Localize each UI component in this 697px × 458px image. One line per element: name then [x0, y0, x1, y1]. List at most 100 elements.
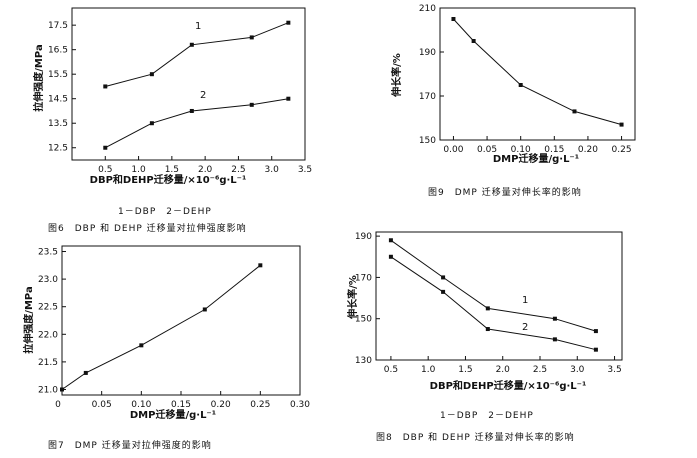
fig9-series-DMP-point — [471, 39, 476, 43]
fig6-series-2-point — [189, 108, 194, 113]
fig8-series-1-label: 1 — [522, 295, 528, 306]
fig6-legend-note: 1－DBP 2－DEHP — [118, 207, 212, 217]
fig8-x-tick-label: 0.5 — [384, 365, 398, 375]
fig9-x-tick-label: 0.10 — [511, 145, 531, 155]
fig6-x-tick-label: 1.5 — [165, 165, 179, 175]
fig6-series-2-point — [249, 102, 254, 107]
fig9-x-tick-label: 0.05 — [477, 145, 497, 155]
fig6-series-2-line — [105, 98, 289, 149]
fig7-x-tick-label: 0.20 — [211, 400, 231, 410]
fig7-y-tick-label: 23.0 — [38, 275, 58, 285]
fig7-y-tick-label: 22.5 — [38, 303, 58, 313]
fig9-x-tick-label: 0.15 — [544, 145, 564, 155]
fig6-series-1-point — [249, 35, 254, 40]
fig9-series-DMP-point — [451, 17, 456, 21]
fig6-series-1-point — [286, 20, 291, 25]
fig6-caption: 图6 DBP 和 DEHP 迁移量对拉伸强度影响 — [48, 222, 247, 234]
fig8-x-tick-label: 2.5 — [533, 365, 547, 375]
fig7-y-tick-label: 21.0 — [38, 385, 58, 395]
fig9-series-DMP-line — [453, 18, 622, 126]
fig9-series-DMP-point — [619, 122, 624, 127]
fig7-y-tick-label: 23.5 — [38, 248, 58, 258]
fig7-x-axis-label: DMP迁移量/g·L⁻¹ — [130, 408, 216, 421]
fig6-series-2-point — [149, 121, 154, 126]
fig6-y-tick-label: 17.5 — [48, 21, 68, 31]
fig6-series-1-line — [105, 22, 289, 87]
fig6-x-tick-label: 0.5 — [98, 165, 112, 175]
fig9-y-tick-label: 210 — [419, 4, 436, 14]
fig7-y-axis-label: 拉伸强度/MPa — [22, 286, 35, 353]
fig8-series-2-point — [441, 289, 446, 294]
fig6-series-2-label: 2 — [200, 90, 206, 101]
fig8-y-tick-label: 190 — [355, 232, 372, 242]
fig7-x-tick-label: 0.10 — [131, 400, 151, 410]
fig8-series-2-point — [485, 327, 490, 332]
fig9-x-tick-label: 0.20 — [578, 145, 598, 155]
fig6-x-tick-label: 3.0 — [265, 165, 280, 175]
fig8-y-tick-label: 150 — [355, 315, 372, 325]
fig6-y-tick-label: 12.5 — [48, 144, 68, 154]
fig6-y-tick-label: 15.5 — [48, 70, 68, 80]
fig6-y-axis-label: 拉伸强度/MPa — [32, 44, 45, 111]
fig6-x-tick-label: 2.0 — [198, 165, 213, 175]
fig7-x-tick-label: 0.15 — [171, 400, 191, 410]
fig7-x-origin-label: 0 — [55, 400, 61, 410]
fig8-y-tick-label: 170 — [355, 273, 372, 283]
fig7-series-DMP-point — [60, 387, 64, 392]
fig6-series-1-point — [103, 84, 108, 89]
fig8-series-1-point — [441, 275, 446, 280]
fig6-x-tick-label: 3.5 — [298, 165, 312, 175]
fig7-series-DMP-point — [258, 263, 263, 268]
fig8-x-tick-label: 1.0 — [421, 365, 436, 375]
fig6-x-tick-label: 1.0 — [131, 165, 146, 175]
fig6-y-tick-label: 16.5 — [48, 46, 68, 56]
fig8-x-tick-label: 1.5 — [458, 365, 472, 375]
fig9-series-DMP-point — [572, 109, 577, 114]
fig8-x-tick-label: 2.0 — [496, 365, 511, 375]
fig8-series-1-point — [593, 329, 598, 334]
fig8-series-1-point — [388, 238, 393, 243]
fig6-series-1-point — [189, 42, 194, 47]
fig8-series-2-label: 2 — [522, 322, 528, 333]
fig9-x-tick-label: 0.25 — [612, 145, 632, 155]
fig9-x-tick-label: 0.00 — [443, 145, 463, 155]
fig8-x-axis-label: DBP和DEHP迁移量/×10⁻⁶g·L⁻¹ — [430, 379, 587, 392]
fig8-x-tick-label: 3.5 — [607, 365, 621, 375]
fig7-x-tick-label: 0.30 — [290, 400, 310, 410]
fig9-y-axis-label: 伸长率/% — [390, 53, 403, 98]
fig6-series-1-label: 1 — [195, 21, 201, 32]
fig8-series-1-point — [552, 316, 557, 321]
fig8-x-tick-label: 3.0 — [570, 365, 585, 375]
fig8-series-2-point — [593, 347, 598, 352]
fig9-x-axis-label: DMP迁移量/g·L⁻¹ — [493, 152, 579, 165]
fig8-series-1-point — [485, 306, 490, 311]
fig6-plot-frame — [71, 7, 306, 161]
fig9-y-tick-label: 170 — [419, 92, 436, 102]
fig7-y-tick-label: 22.0 — [38, 330, 58, 340]
fig7-plot-frame — [61, 245, 301, 396]
fig7-series-DMP-point — [202, 307, 207, 312]
fig6-y-tick-label: 13.5 — [48, 119, 68, 129]
fig8-legend-note: 1－DBP 2－DEHP — [440, 411, 534, 421]
fig7-x-tick-label: 0.25 — [250, 400, 270, 410]
fig6-series-1-point — [149, 72, 154, 77]
fig9-series-DMP-point — [518, 83, 523, 87]
fig7-series-DMP-point — [139, 343, 144, 348]
fig6-series-2-point — [103, 145, 108, 150]
fig7-y-tick-label: 21.5 — [38, 358, 58, 368]
fig8-series-2-line — [390, 256, 597, 351]
fig8-caption: 图8 DBP 和 DEHP 迁移量对伸长率的影响 — [376, 431, 575, 443]
fig8-series-1-line — [390, 239, 597, 332]
fig6-x-axis-label: DBP和DEHP迁移量/×10⁻⁶g·L⁻¹ — [90, 173, 247, 186]
fig7-caption: 图7 DMP 迁移量对拉伸强度的影响 — [48, 439, 212, 451]
fig9-y-tick-label: 190 — [419, 48, 436, 58]
fig6-y-tick-label: 14.5 — [48, 95, 68, 105]
fig8-series-2-point — [388, 254, 393, 259]
fig7-series-DMP-point — [83, 370, 88, 375]
fig9-y-tick-label: 150 — [419, 136, 436, 146]
fig6-series-2-point — [286, 96, 291, 101]
fig7-x-tick-label: 0.05 — [92, 400, 112, 410]
fig8-y-tick-label: 130 — [355, 356, 372, 366]
fig7-series-DMP-line — [61, 264, 261, 390]
